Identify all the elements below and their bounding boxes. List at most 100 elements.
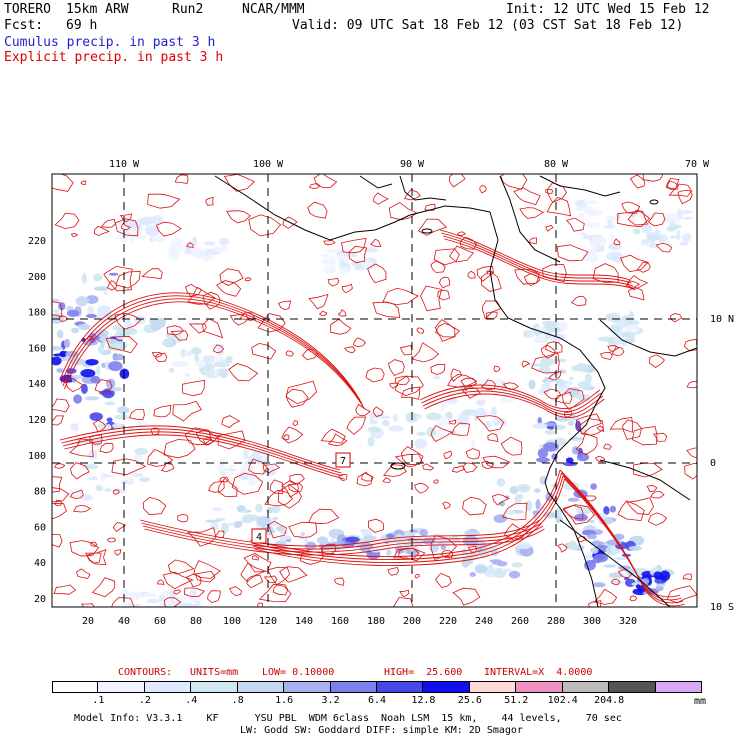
explicit-precip-contour [114,218,139,237]
explicit-precip-band [64,434,345,480]
explicit-precip-contour [467,270,476,279]
x-tick-label: 60 [154,616,166,627]
explicit-precip-contour [500,436,523,456]
cumulus-precip-cell [242,449,249,460]
explicit-precip-contour [172,400,202,422]
explicit-precip-contour [307,201,328,219]
cumulus-precip-cell [620,322,626,329]
explicit-precip-contour [451,465,466,473]
cumulus-precip-cell [464,529,480,537]
explicit-precip-contour [400,386,420,400]
explicit-precip-contour [548,370,562,381]
cumulus-precip-cell [496,478,506,487]
explicit-precip-contour [650,491,665,499]
explicit-precip-contour [399,344,413,356]
explicit-precip-contour [285,350,294,357]
cumulus-precip-cell [80,369,96,378]
cumulus-precip-cell [193,252,206,259]
explicit-precip-contour [642,174,663,182]
explicit-precip-contour [417,218,448,236]
cumulus-precip-cell [161,340,166,346]
cumulus-precip-cell [125,319,132,328]
cumulus-precip-cell [426,427,437,438]
explicit-precip-contour [251,342,277,360]
explicit-precip-contour [411,342,440,363]
explicit-precip-contour [114,549,122,556]
cumulus-precip-cell [641,223,653,234]
cumulus-precip-layer [52,199,694,607]
cumulus-precip-cell [414,537,424,546]
explicit-precip-contour [462,496,487,516]
explicit-precip-contour [670,313,683,323]
explicit-precip-contour [86,552,102,564]
x-tick-label: 260 [511,616,529,627]
explicit-precip-contour [207,590,221,603]
cumulus-precip-cell [216,464,227,473]
cumulus-precip-cell [80,494,93,501]
explicit-precip-contour [52,301,63,318]
colorbar-label: 102.4 [547,695,578,706]
x-tick-label: 160 [331,616,349,627]
cumulus-precip-cell [493,514,508,523]
cumulus-precip-cell [533,336,545,344]
explicit-precip-contour [382,287,419,306]
cumulus-precip-cell [592,582,606,588]
cumulus-precip-cell [587,209,604,216]
cumulus-precip-cell [194,600,201,607]
colorbar-swatch [609,681,656,693]
explicit-precip-contour [208,480,225,493]
explicit-precip-contour [443,450,453,460]
explicit-precip-contour [182,379,205,397]
cumulus-precip-cell [369,412,375,421]
explicit-precip-contour [244,277,252,282]
run-label: Run2 [172,2,204,17]
explicit-precip-contour [352,337,366,348]
explicit-precip-contour [387,359,405,376]
cumulus-precip-cell [584,560,596,571]
cumulus-precip-cell [108,361,123,372]
explicit-precip-contour [521,360,531,368]
explicit-precip-contour [112,489,120,495]
explicit-precip-contour [337,309,347,317]
cumulus-precip-cell [540,357,555,367]
explicit-precip-contour [646,485,658,493]
explicit-precip-band [61,428,342,474]
coastline [214,175,697,607]
cumulus-precip-cell [121,601,130,607]
explicit-precip-contour [607,345,620,353]
cumulus-precip-cell [607,219,613,227]
cumulus-precip-cell [528,379,536,390]
explicit-precip-contour [323,239,336,246]
explicit-precip-contour [202,318,224,339]
cumulus-precip-cell [227,464,236,468]
cumulus-precip-cell [335,532,340,536]
cumulus-precip-cell [609,233,615,242]
explicit-precip-contour [119,213,132,223]
cumulus-precip-cell [587,519,595,523]
explicit-precip-contour [372,301,401,318]
cumulus-precip-cell [171,237,184,246]
explicit-precip-contour [219,476,230,483]
cumulus-precip-cell [405,412,417,423]
explicit-precip-contour [267,566,291,586]
explicit-precip-contour [257,313,286,333]
explicit-precip-contour [383,464,407,477]
cumulus-precip-cell [52,356,62,366]
explicit-precip-contour [153,404,172,418]
explicit-precip-contour [501,502,528,521]
explicit-precip-contour [91,577,116,598]
cumulus-precip-cell [323,266,337,274]
cumulus-precip-cell [85,314,98,318]
cumulus-precip-cell [146,229,158,234]
colorbar-swatch [423,681,470,693]
model-name: TORERO [4,2,51,17]
explicit-precip-contour [575,413,602,435]
explicit-precip-contour [420,285,442,312]
explicit-precip-contour [52,415,64,426]
explicit-precip-contour [596,425,605,432]
cumulus-precip-cell [382,419,390,427]
explicit-legend: Explicit precip. in past 3 h [4,50,224,65]
cumulus-precip-cell [590,244,597,255]
cumulus-precip-cell [251,452,260,458]
explicit-precip-contour [528,237,537,245]
